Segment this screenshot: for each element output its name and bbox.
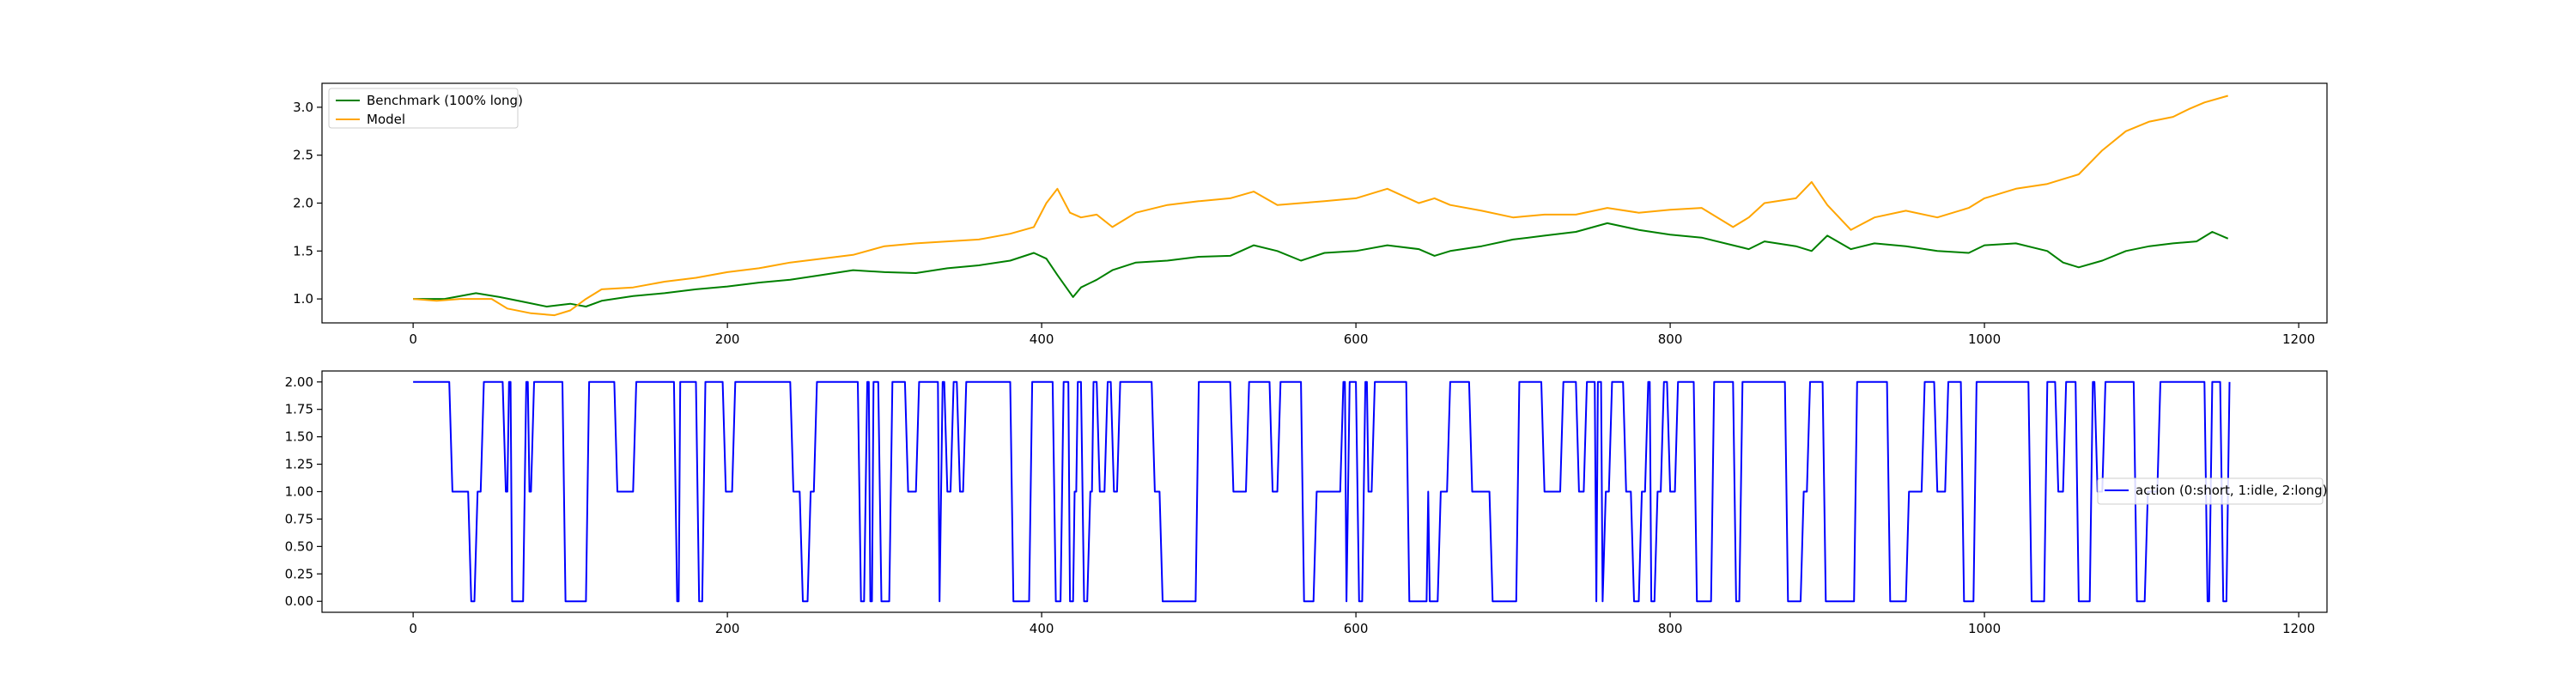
x-tick-label: 600 bbox=[1344, 331, 1369, 347]
y-tick-label: 3.0 bbox=[293, 100, 313, 115]
x-tick-label: 1200 bbox=[2282, 331, 2315, 347]
legend: action (0:short, 1:idle, 2:long) bbox=[2097, 477, 2328, 505]
legend: Benchmark (100% long) Model bbox=[328, 88, 523, 129]
x-tick-label: 1000 bbox=[1968, 621, 2001, 636]
x-tick-label: 0 bbox=[409, 621, 417, 636]
y-tick-label: 2.00 bbox=[285, 374, 313, 390]
y-tick-label: 1.50 bbox=[285, 429, 313, 445]
y-tick-label: 1.25 bbox=[285, 457, 313, 472]
legend-label: Benchmark (100% long) bbox=[367, 93, 523, 108]
legend-box bbox=[328, 88, 519, 129]
x-tick-label: 400 bbox=[1030, 621, 1054, 636]
y-tick-label: 0.50 bbox=[285, 538, 313, 554]
y-tick-label: 1.5 bbox=[293, 243, 313, 258]
y-tick-label: 0.25 bbox=[285, 566, 313, 581]
x-tick-label: 0 bbox=[409, 331, 417, 347]
x-tick-label: 400 bbox=[1030, 331, 1054, 347]
legend-label: Model bbox=[367, 112, 405, 127]
x-tick-label: 600 bbox=[1344, 621, 1369, 636]
action-chart: 0 200 400 600 800 1000 1200 0.00 0.25 0.50 0.75 1.0… bbox=[285, 370, 2328, 636]
x-tick-label: 800 bbox=[1658, 331, 1683, 347]
x-tick-label: 1200 bbox=[2282, 621, 2315, 636]
legend-label: action (0:short, 1:idle, 2:long) bbox=[2136, 483, 2328, 498]
y-tick-label: 0.75 bbox=[285, 511, 313, 526]
y-tick-label: 0.00 bbox=[285, 593, 313, 609]
series-line-1 bbox=[413, 380, 2231, 603]
x-tick-label: 200 bbox=[715, 621, 740, 636]
legend-box bbox=[2097, 477, 2324, 505]
x-tick-label: 200 bbox=[715, 331, 740, 347]
y-tick-label: 1.00 bbox=[285, 484, 313, 500]
y-tick-label: 1.0 bbox=[293, 291, 313, 307]
x-tick-label: 1000 bbox=[1968, 331, 2001, 347]
y-tick-label: 1.75 bbox=[285, 402, 313, 417]
x-tick-label: 800 bbox=[1658, 621, 1683, 636]
series-line-1 bbox=[413, 222, 2229, 307]
y-tick-label: 2.0 bbox=[293, 196, 313, 211]
y-tick-label: 2.5 bbox=[293, 148, 313, 163]
portfolio-value-chart: 0 200 400 600 800 1000 1200 1.0 1.5 2.0 2.5 3.0 Benc… bbox=[293, 82, 2328, 347]
series-line-2 bbox=[413, 94, 2228, 317]
